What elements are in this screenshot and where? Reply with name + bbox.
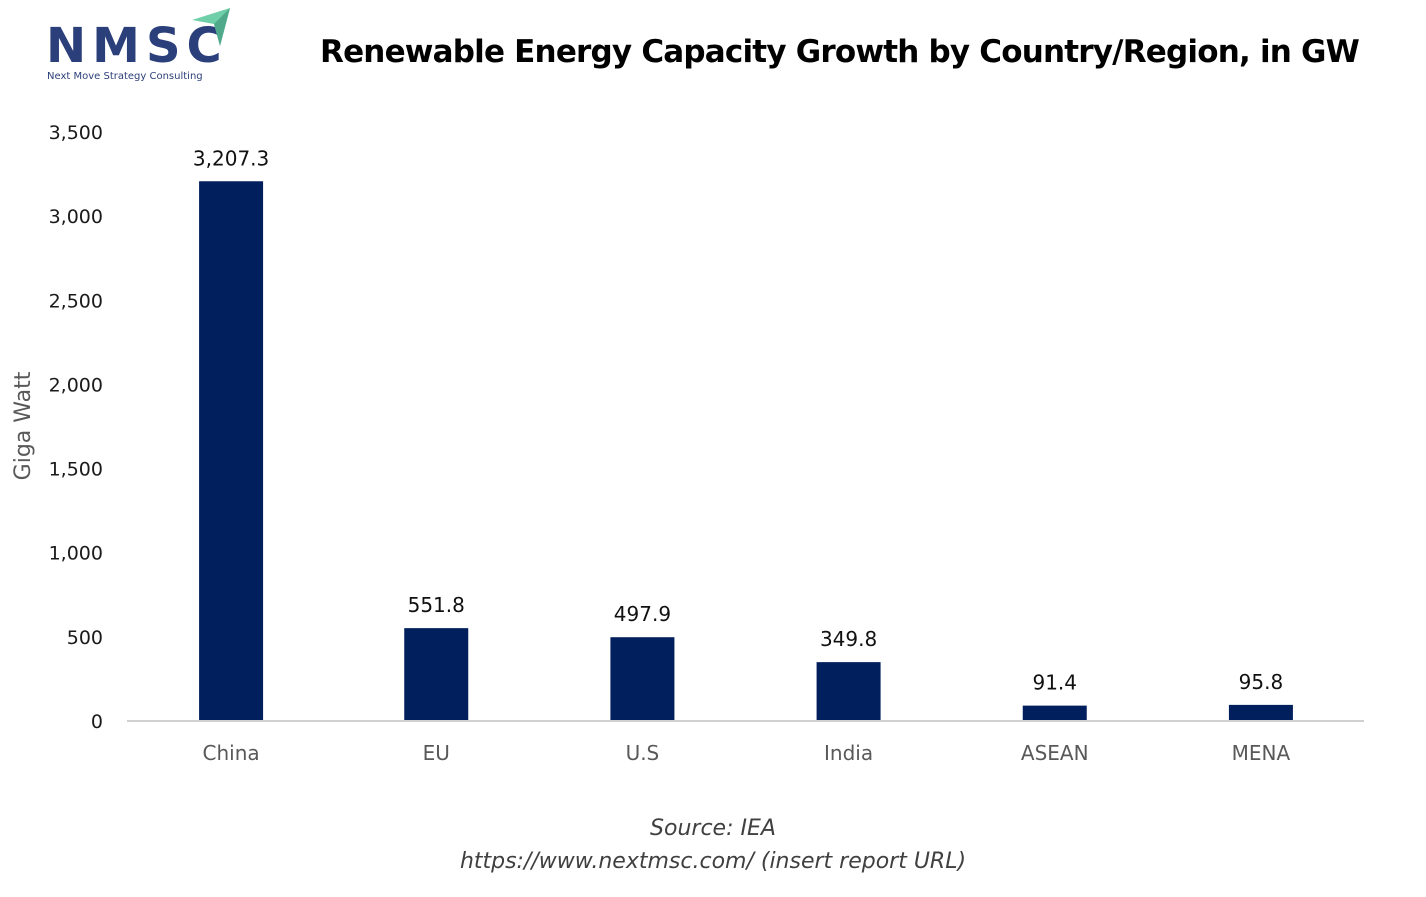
chart-title: Renewable Energy Capacity Growth by Coun… [320,34,1360,70]
bar-india [816,662,881,721]
data-label: 95.8 [1239,670,1284,694]
bar-us [610,637,675,721]
bar-eu [404,628,469,721]
x-tick-label: China [203,741,260,765]
x-tick-label: EU [423,741,450,765]
x-axis-labels: China EU U.S India ASEAN MENA [203,741,1291,765]
logo-tagline: Next Move Strategy Consulting [47,71,203,82]
bar-chart: 0 500 1,000 1,500 2,000 2,500 3,000 3,500 Giga … [11,122,1364,765]
bar-mena [1228,704,1293,721]
bar-asean [1022,705,1087,721]
y-tick-label: 2,500 [49,290,103,312]
data-label: 3,207.3 [193,146,269,170]
y-tick-label: 3,500 [49,122,103,144]
data-label: 349.8 [820,627,877,651]
y-tick-label: 1,000 [49,543,103,565]
paper-plane-arrow-icon [192,8,230,46]
logo-wordmark: NMSC [46,18,228,74]
y-tick-label: 1,500 [49,459,103,481]
x-tick-label: MENA [1232,741,1291,765]
logo: NMSC Next Move Strategy Consulting [44,8,244,88]
bar-china [199,181,264,722]
y-axis-ticks: 0 500 1,000 1,500 2,000 2,500 3,000 3,500 [49,122,103,733]
y-tick-label: 0 [91,711,103,733]
bars [199,181,1293,722]
x-tick-label: India [824,741,873,765]
y-axis-label: Giga Watt [11,371,36,480]
data-labels: 3,207.3 551.8 497.9 349.8 91.4 95.8 [193,146,1283,694]
y-tick-label: 2,000 [49,374,103,396]
source-url: https://www.nextmsc.com/ (insert report … [459,849,967,874]
data-label: 497.9 [614,602,671,626]
x-tick-label: ASEAN [1021,741,1089,765]
y-tick-label: 500 [67,627,103,649]
data-label: 551.8 [408,593,465,617]
y-tick-label: 3,000 [49,206,103,228]
source-line: Source: IEA [650,816,776,841]
x-tick-label: U.S [626,741,660,765]
data-label: 91.4 [1032,671,1077,695]
